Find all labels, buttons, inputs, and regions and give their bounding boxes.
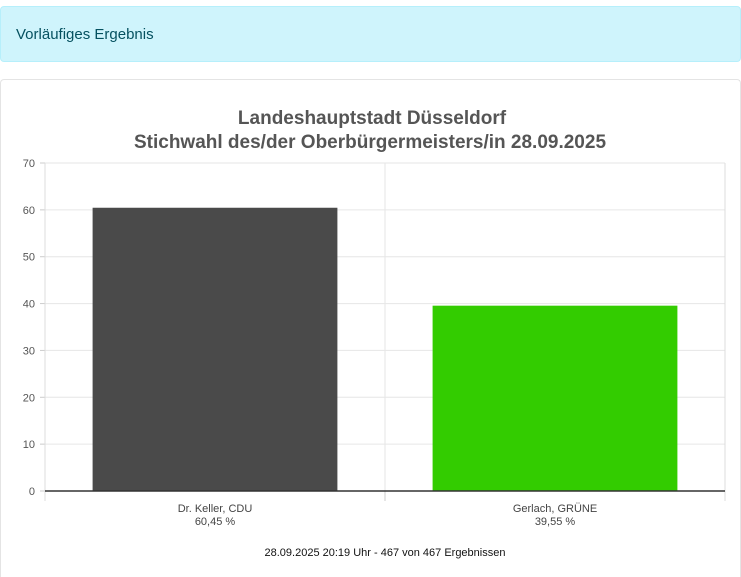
y-tick-label-10: 10 [23,439,35,451]
axes [40,162,726,501]
category-label-0: Dr. Keller, CDU [178,503,253,515]
y-tick-label-0: 0 [29,486,35,498]
bar-1 [432,305,678,491]
value-label-0: 60,45 % [195,516,236,528]
y-tick-label-50: 50 [23,252,35,264]
bars [92,207,678,491]
y-tick-label-60: 60 [23,205,35,217]
y-tick-label-30: 30 [23,345,35,357]
y-tick-label-70: 70 [23,158,35,170]
bar-0 [92,207,338,491]
chart-footer: 28.09.2025 20:19 Uhr - 467 von 467 Ergeb… [265,547,506,559]
category-label-1: Gerlach, GRÜNE [513,503,597,515]
status-banner: Vorläufiges Ergebnis [0,6,741,62]
y-tick-label-20: 20 [23,392,35,404]
y-tick-label-40: 40 [23,299,35,311]
status-banner-text: Vorläufiges Ergebnis [16,26,154,43]
chart-title-line-1: Landeshauptstadt Düsseldorf [238,108,507,129]
value-label-1: 39,55 % [535,516,576,528]
chart-title-line-2: Stichwahl des/der Oberbürgermeisters/in … [134,132,606,153]
